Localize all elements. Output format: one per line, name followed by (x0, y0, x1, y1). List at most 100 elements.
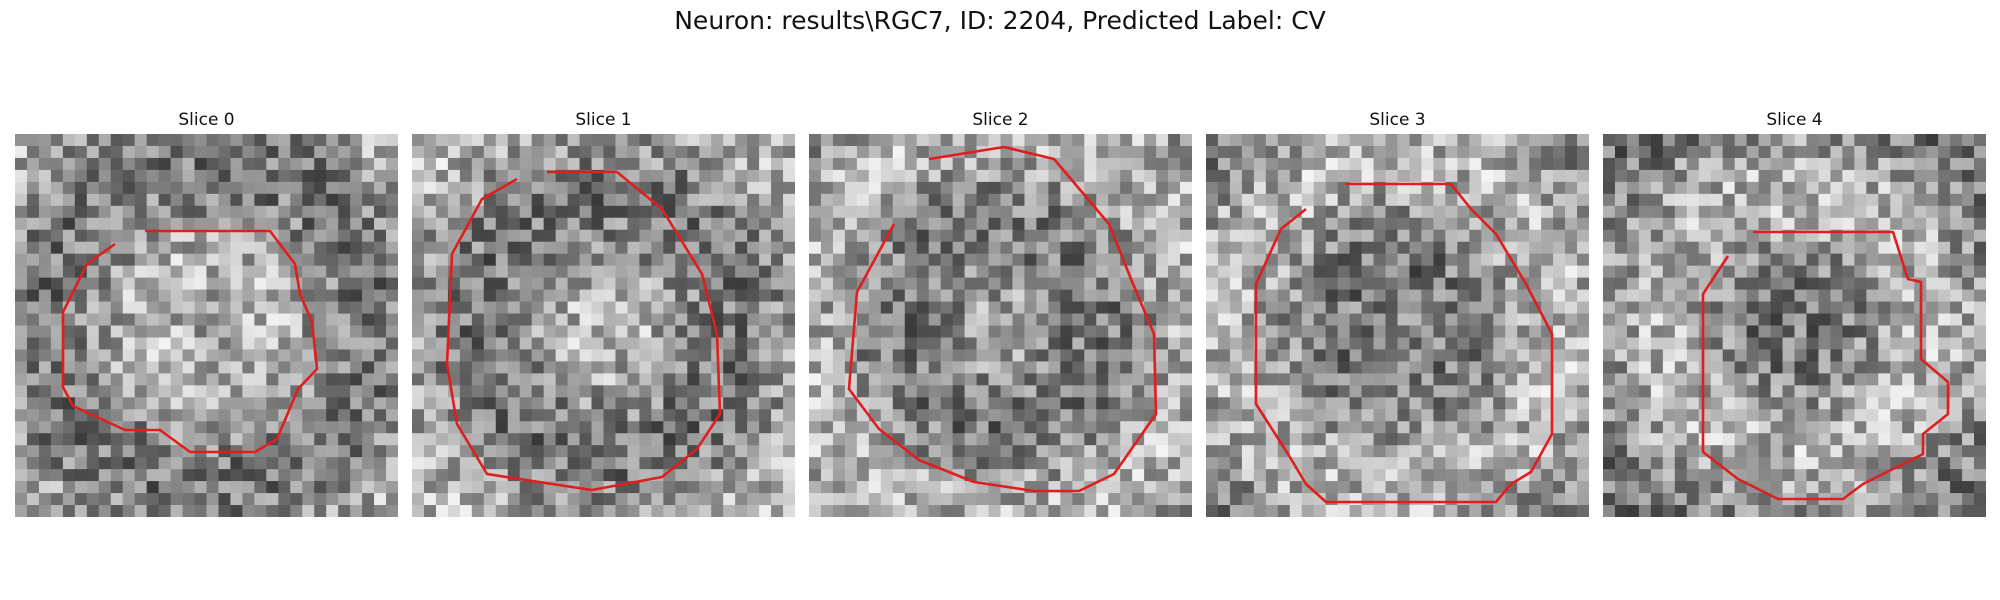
image-pixel (940, 385, 954, 398)
image-pixel (952, 349, 966, 363)
image-pixel (976, 421, 990, 434)
image-pixel (1469, 313, 1482, 327)
image-pixel (278, 181, 291, 195)
image-pixel (1854, 433, 1867, 446)
image-pixel (290, 361, 303, 374)
image-pixel (1662, 134, 1676, 147)
image-pixel (1421, 145, 1435, 159)
image-pixel (495, 385, 509, 398)
image-pixel (1505, 409, 1518, 422)
image-pixel (663, 397, 676, 410)
image-pixel (50, 301, 64, 315)
image-pixel (182, 241, 196, 255)
image-pixel (1409, 193, 1423, 207)
image-pixel (771, 469, 784, 482)
image-pixel (1866, 313, 1879, 327)
image-pixel (1614, 145, 1628, 159)
image-pixel (1373, 289, 1387, 303)
image-pixel (675, 134, 688, 147)
image-pixel (687, 193, 700, 207)
image-pixel (904, 409, 918, 422)
image-pixel (254, 289, 267, 303)
image-pixel (1337, 145, 1351, 159)
image-pixel (447, 433, 461, 446)
image-pixel (809, 433, 822, 446)
image-pixel (1180, 181, 1192, 195)
image-pixel (110, 181, 124, 195)
image-pixel (350, 157, 363, 171)
image-pixel (1710, 241, 1724, 255)
image-pixel (615, 325, 629, 339)
image-pixel (1301, 361, 1315, 374)
image-pixel (26, 397, 40, 410)
image-pixel (1782, 253, 1796, 267)
image-pixel (266, 409, 279, 422)
image-pixel (38, 373, 52, 386)
image-pixel (1553, 205, 1566, 219)
image-pixel (1361, 289, 1375, 303)
image-pixel (1409, 277, 1423, 291)
image-pixel (26, 325, 40, 339)
image-pixel (1012, 193, 1026, 207)
image-pixel (182, 505, 196, 517)
image-pixel (1890, 337, 1903, 351)
image-pixel (386, 433, 398, 446)
image-pixel (1938, 169, 1951, 183)
image-pixel (182, 349, 196, 363)
image-pixel (627, 289, 641, 303)
image-pixel (1397, 469, 1411, 482)
image-pixel (651, 134, 664, 147)
image-pixel (194, 457, 208, 470)
image-pixel (519, 205, 533, 219)
image-pixel (1048, 409, 1061, 422)
image-pixel (1409, 409, 1423, 422)
image-pixel (735, 313, 748, 327)
image-pixel (1626, 217, 1640, 231)
image-pixel (1638, 409, 1652, 422)
image-pixel (122, 265, 136, 279)
image-pixel (122, 217, 136, 231)
image-pixel (350, 193, 363, 207)
image-pixel (1325, 409, 1339, 422)
image-pixel (1180, 433, 1192, 446)
image-pixel (1445, 217, 1458, 231)
image-pixel (615, 289, 629, 303)
image-pixel (50, 373, 64, 386)
image-pixel (1686, 313, 1700, 327)
image-pixel (1758, 253, 1772, 267)
image-pixel (868, 169, 882, 183)
image-pixel (892, 145, 906, 159)
image-pixel (1409, 361, 1423, 374)
image-pixel (350, 433, 363, 446)
image-pixel (98, 301, 112, 315)
image-pixel (1108, 421, 1121, 434)
image-pixel (1493, 337, 1506, 351)
image-pixel (1060, 217, 1073, 231)
image-pixel (1036, 457, 1049, 470)
image-pixel (242, 385, 255, 398)
image-pixel (880, 481, 894, 494)
image-pixel (904, 493, 918, 506)
image-pixel (1842, 409, 1855, 422)
image-pixel (1361, 361, 1375, 374)
image-pixel (1626, 397, 1640, 410)
image-pixel (1120, 217, 1133, 231)
image-pixel (711, 265, 724, 279)
image-pixel (1505, 134, 1518, 147)
image-pixel (1626, 253, 1640, 267)
image-pixel (1662, 145, 1676, 159)
image-pixel (1397, 349, 1411, 363)
image-pixel (555, 181, 569, 195)
image-pixel (1710, 157, 1724, 171)
image-pixel (735, 361, 748, 374)
image-pixel (1962, 181, 1975, 195)
image-pixel (26, 457, 40, 470)
image-pixel (1493, 457, 1506, 470)
image-pixel (1962, 433, 1975, 446)
image-pixel (1180, 313, 1192, 327)
image-pixel (1770, 157, 1784, 171)
image-pixel (1710, 145, 1724, 159)
image-pixel (892, 361, 906, 374)
image-pixel (495, 145, 509, 159)
image-pixel (122, 469, 136, 482)
